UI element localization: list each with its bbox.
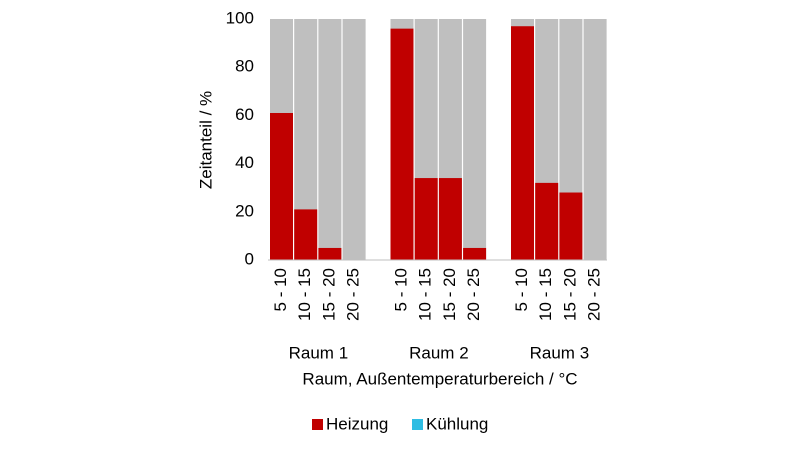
bar-segment [438,178,462,260]
group-label: Raum 3 [530,343,590,362]
y-tick-label: 20 [235,201,254,220]
x-tick-label: 10 - 15 [416,268,435,321]
x-tick-label: 20 - 25 [344,268,363,321]
x-tick-label: 20 - 25 [464,268,483,321]
x-tick-label: 10 - 15 [536,268,555,321]
bar-segment [294,209,318,260]
group-label: Raum 2 [409,343,469,362]
bar-segment [535,182,559,260]
legend-label: Kühlung [426,414,488,433]
bar-background [294,19,318,260]
y-tick-label: 100 [226,8,254,27]
bar-segment [414,178,438,260]
y-axis-label: Zeitanteil / % [196,91,215,189]
group-label: Raum 1 [289,343,349,362]
bar-segment [511,26,534,261]
x-tick-label: 10 - 15 [295,268,314,321]
x-axis-label: Raum, Außentemperaturbereich / °C [302,369,577,388]
bar-background [463,19,487,260]
legend-swatch [412,419,423,430]
bar-segment [318,247,342,260]
bar-background [318,19,342,260]
bar-segment [270,112,293,261]
x-tick-label: 5 - 10 [271,268,290,311]
y-tick-label: 0 [245,249,254,268]
x-tick-label: 15 - 20 [440,268,459,321]
bar-segment [463,247,487,260]
x-tick-label: 15 - 20 [319,268,338,321]
x-tick-label: 15 - 20 [560,268,579,321]
bar-background [583,19,607,260]
x-tick-label: 5 - 10 [391,268,410,311]
bar-segment [559,192,583,260]
y-tick-label: 60 [235,105,254,124]
bar-background [342,19,366,260]
y-tick-label: 40 [235,153,254,172]
bar-segment [390,28,414,260]
x-tick-label: 5 - 10 [512,268,531,311]
y-tick-label: 80 [235,57,254,76]
x-tick-label: 20 - 25 [585,268,604,321]
legend-swatch [312,419,323,430]
legend-label: Heizung [326,414,388,433]
